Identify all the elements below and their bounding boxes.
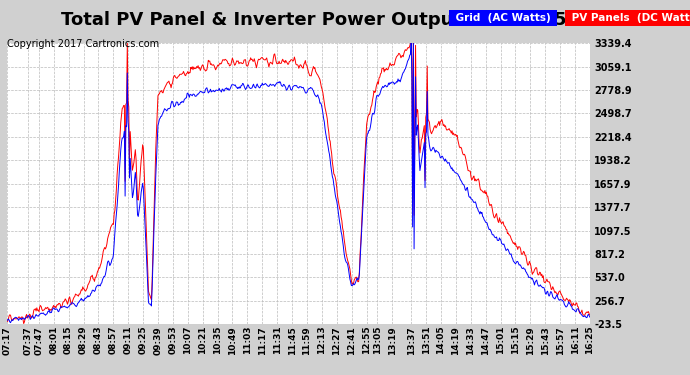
Text: PV Panels  (DC Watts): PV Panels (DC Watts) xyxy=(568,13,690,23)
Text: Total PV Panel & Inverter Power Output Tue Dec 5 16:25: Total PV Panel & Inverter Power Output T… xyxy=(61,11,629,29)
Text: Copyright 2017 Cartronics.com: Copyright 2017 Cartronics.com xyxy=(7,39,159,50)
Text: Grid  (AC Watts): Grid (AC Watts) xyxy=(452,13,554,23)
